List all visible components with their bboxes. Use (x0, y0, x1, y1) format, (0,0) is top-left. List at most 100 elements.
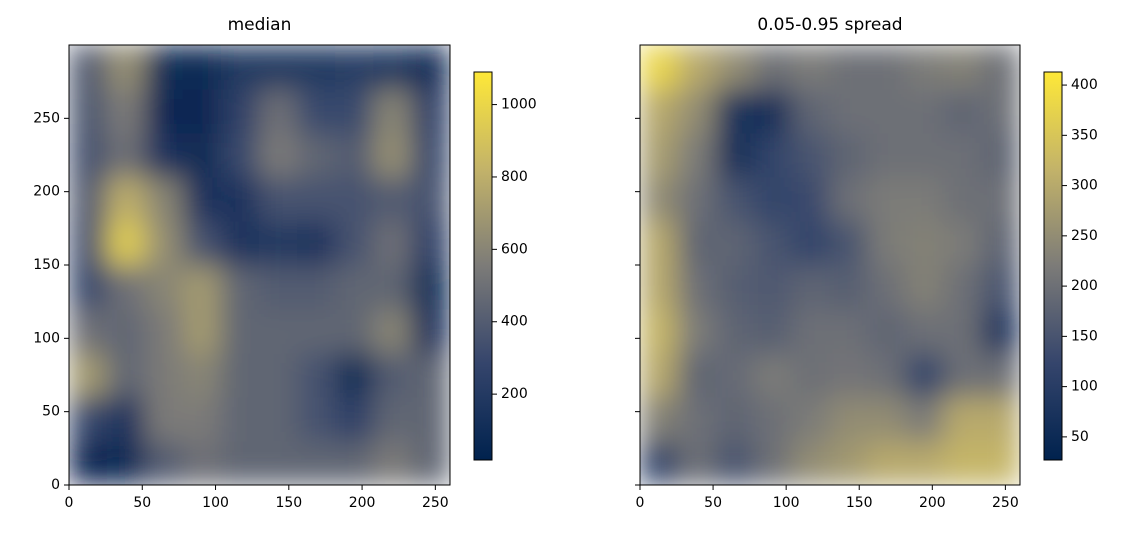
heat-cell (715, 132, 755, 178)
heat-cell (259, 264, 299, 310)
x-tick-label: 50 (133, 495, 151, 511)
heat-cell (943, 308, 983, 354)
heat-cell (335, 220, 375, 266)
heat-cell (905, 88, 945, 134)
heat-cell (106, 220, 146, 266)
heat-cell (411, 220, 450, 266)
heat-cell (753, 440, 793, 485)
heat-cell (677, 220, 717, 266)
heat-cell (220, 440, 260, 485)
heat-cell (640, 396, 679, 442)
heat-cell (69, 220, 108, 266)
heat-cell (829, 220, 869, 266)
heat-cell (220, 176, 260, 222)
heat-cell (69, 308, 108, 354)
heat-cell (182, 352, 222, 398)
heat-cell (677, 264, 717, 310)
heat-cell (335, 396, 375, 442)
heat-cell (640, 264, 679, 310)
heat-cell (867, 396, 907, 442)
heat-cell (297, 308, 337, 354)
heat-cell (943, 45, 983, 90)
x-tick-label: 0 (65, 495, 74, 511)
colorbar-tick-label: 400 (1071, 77, 1098, 93)
heat-cell (106, 396, 146, 442)
heat-cell (411, 440, 450, 485)
heat-cell (373, 308, 413, 354)
heat-cell (943, 264, 983, 310)
heat-cell (640, 88, 679, 134)
x-tick-label: 0 (636, 495, 645, 511)
colorbar (1043, 71, 1063, 461)
heat-cell (144, 440, 184, 485)
heat-cell (715, 220, 755, 266)
heat-cell (144, 264, 184, 310)
heat-cell (106, 88, 146, 134)
heat-cell (981, 396, 1020, 442)
heat-cell (640, 440, 679, 485)
heat-cell (829, 308, 869, 354)
heat-cell (106, 440, 146, 485)
heat-cell (753, 88, 793, 134)
heat-cell (297, 45, 337, 90)
colorbar-tick-label: 600 (501, 241, 528, 257)
heat-cell (867, 132, 907, 178)
heat-cell (335, 176, 375, 222)
x-tick-label: 250 (992, 495, 1019, 511)
heat-cell (753, 176, 793, 222)
heat-cell (182, 176, 222, 222)
heat-cell (106, 352, 146, 398)
heat-cell (297, 220, 337, 266)
colorbar-tick-label: 200 (501, 386, 528, 402)
colorbar-tick-label: 1000 (501, 97, 537, 113)
heat-cell (791, 440, 831, 485)
x-tick-label: 150 (846, 495, 873, 511)
heat-cell (715, 396, 755, 442)
heat-cell (677, 440, 717, 485)
heat-cell (677, 132, 717, 178)
heat-cell (943, 176, 983, 222)
heat-cell (943, 440, 983, 485)
heat-cell (640, 308, 679, 354)
heat-cell (297, 396, 337, 442)
heat-cell (182, 132, 222, 178)
heat-cell (144, 308, 184, 354)
heat-cell (677, 88, 717, 134)
heat-cell (905, 440, 945, 485)
y-tick-label: 150 (33, 257, 60, 273)
colorbar-tick-label: 200 (1071, 278, 1098, 294)
heat-cell (981, 308, 1020, 354)
heat-cell (791, 264, 831, 310)
heat-cell (106, 132, 146, 178)
heat-cell (259, 176, 299, 222)
heat-cell (297, 132, 337, 178)
y-tick-label: 100 (33, 330, 60, 346)
heat-cell (69, 264, 108, 310)
heat-cell (297, 88, 337, 134)
heat-cell (753, 264, 793, 310)
heat-cell (791, 220, 831, 266)
heat-cell (182, 264, 222, 310)
heat-cell (373, 176, 413, 222)
heat-cell (297, 352, 337, 398)
y-tick-label: 250 (33, 110, 60, 126)
heat-cell (829, 45, 869, 90)
heat-cell (373, 440, 413, 485)
heat-cell (297, 264, 337, 310)
heat-cell (373, 45, 413, 90)
x-tick-label: 100 (202, 495, 229, 511)
heat-cell (829, 440, 869, 485)
heat-cell (182, 440, 222, 485)
heat-cell (867, 440, 907, 485)
heat-cell (677, 308, 717, 354)
heat-cell (791, 45, 831, 90)
colorbar-tick-label: 250 (1071, 228, 1098, 244)
heat-cell (867, 264, 907, 310)
heat-cell (791, 176, 831, 222)
colorbar-tick-label: 300 (1071, 178, 1098, 194)
heat-cell (943, 220, 983, 266)
heat-cell (867, 88, 907, 134)
heat-cell (715, 264, 755, 310)
heat-cell (791, 88, 831, 134)
heat-cell (677, 45, 717, 90)
